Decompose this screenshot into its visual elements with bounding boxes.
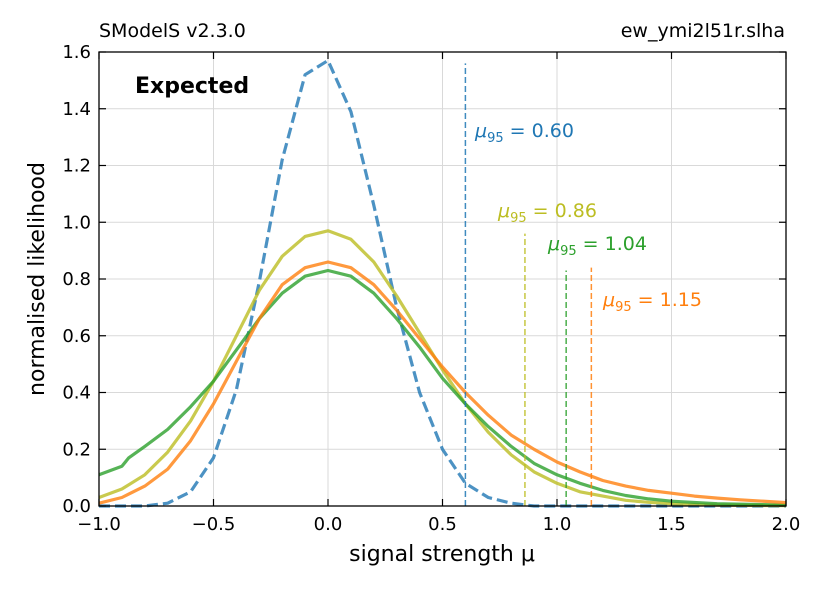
likelihood-curve-0.86 <box>98 229 787 508</box>
y-tick-label: 0.0 <box>62 496 91 517</box>
y-tick-label: 0.2 <box>62 439 91 460</box>
axis-labels: −1.0 −0.5 0.0 0.5 1.0 1.5 2.0 0.0 0.2 0.4 0.6 0.8 1.… <box>62 42 800 535</box>
x-tick-label: 2.0 <box>772 514 801 535</box>
mu95-label: μ95 = 1.04 <box>547 233 647 259</box>
mu95-label: μ95 = 1.15 <box>602 289 702 315</box>
mu95-label: μ95 = 0.60 <box>474 120 574 146</box>
likelihood-curve-0.60 <box>99 58 786 508</box>
expected-annotation: Expected <box>135 74 249 99</box>
x-tick-label: −0.5 <box>192 514 236 535</box>
grid <box>98 51 787 507</box>
x-axis-label: signal strength μ <box>349 542 535 567</box>
input-file-label: ew_ymi2l51r.slha <box>620 20 785 42</box>
x-tick-label: 0.5 <box>428 514 457 535</box>
x-tick-label: −1.0 <box>77 514 121 535</box>
y-tick-label: 0.8 <box>62 269 91 290</box>
x-tick-label: 1.5 <box>657 514 686 535</box>
likelihood-curve-1.15 <box>98 260 787 505</box>
x-tick-label: 1.0 <box>543 514 572 535</box>
software-version-label: SModelS v2.3.0 <box>99 20 246 42</box>
y-axis-label: normalised likelihood <box>25 162 50 396</box>
likelihood-curves <box>98 58 787 508</box>
y-tick-label: 0.4 <box>62 383 91 404</box>
y-tick-label: 1.0 <box>62 212 91 233</box>
y-tick-label: 1.4 <box>62 99 91 120</box>
limit-lines <box>464 63 593 506</box>
y-tick-label: 1.2 <box>62 156 91 177</box>
y-tick-label: 0.6 <box>62 326 91 347</box>
y-tick-label: 1.6 <box>62 42 91 63</box>
x-tick-label: 0.0 <box>314 514 343 535</box>
likelihood-curve-1.04 <box>98 268 787 507</box>
mu95-label: μ95 = 0.86 <box>497 200 597 226</box>
axis-ticks <box>98 51 787 507</box>
